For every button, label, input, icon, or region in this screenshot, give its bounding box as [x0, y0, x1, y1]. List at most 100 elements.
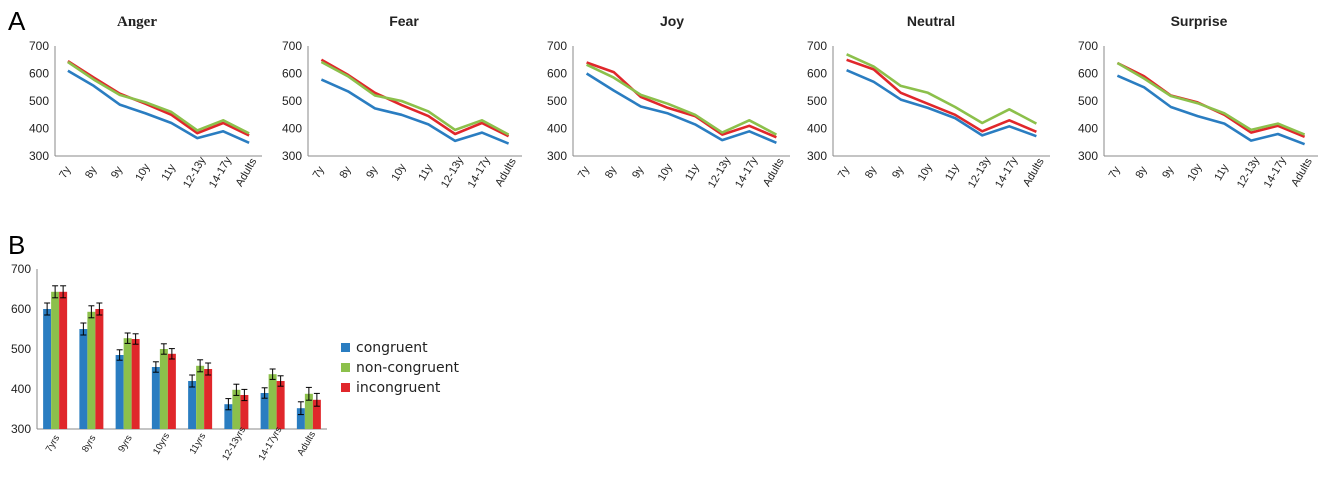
bar-congruent — [188, 381, 197, 429]
x-tick-label: 11y — [943, 162, 962, 183]
bar-non-congruent — [87, 311, 96, 429]
x-tick-label: 8y — [337, 164, 353, 180]
y-tick-label: 300 — [1078, 149, 1098, 163]
x-tick-label: 11y — [159, 162, 178, 183]
legend-swatch-congruent — [341, 343, 350, 352]
line-chart-fear: Fear 300 400 500 600 700 7y 8y 9y 10y 11y 12-13y 14-… — [282, 13, 522, 190]
x-tick-label: 9y — [364, 164, 380, 180]
bar-congruent — [115, 355, 124, 429]
x-tick-label: Adults — [493, 156, 519, 189]
y-tick-label: 700 — [11, 262, 31, 276]
series-line-incongruent — [320, 58, 510, 138]
x-tick-label: 10y — [133, 161, 153, 183]
series-line-incongruent — [586, 61, 777, 139]
x-tick-label: Adults — [761, 156, 787, 189]
y-tick-label: 500 — [807, 94, 827, 108]
legend-swatch-incongruent — [341, 383, 350, 392]
series-line-non-congruent — [846, 53, 1038, 125]
x-tick-label: 8y — [1133, 164, 1149, 180]
x-tick-label: Adults — [295, 429, 318, 458]
x-tick-label: 11yrs — [188, 431, 209, 456]
bar-incongruent — [167, 353, 176, 429]
series-line-congruent — [320, 78, 510, 145]
x-tick-label: 14-17y — [207, 155, 234, 191]
bar-incongruent — [204, 369, 213, 429]
x-tick-label: 9y — [1160, 164, 1176, 180]
panel-a-label: A — [8, 6, 26, 36]
x-tick-label: 10y — [656, 161, 676, 183]
x-tick-label: 11y — [416, 162, 435, 183]
x-tick-label: 10yrs — [151, 431, 172, 457]
chart-title: Neutral — [907, 13, 955, 29]
y-tick-label: 400 — [807, 122, 827, 136]
bar-congruent — [79, 329, 88, 429]
y-tick-label: 500 — [11, 342, 31, 356]
legend-label-incongruent: incongruent — [356, 380, 441, 396]
x-tick-label: Adults — [1289, 156, 1315, 189]
bar-non-congruent — [232, 389, 241, 429]
x-tick-label: 12-13y — [1235, 155, 1262, 191]
x-tick-label: 10y — [389, 161, 409, 183]
y-tick-label: 700 — [1078, 39, 1098, 53]
bar-congruent — [151, 367, 160, 429]
y-tick-label: 400 — [11, 382, 31, 396]
series-line-non-congruent — [67, 60, 250, 135]
panel-b-label: B — [8, 230, 25, 260]
y-tick-label: 500 — [282, 94, 302, 108]
line-chart-neutral: Neutral 300 400 500 600 700 7y 8y 9y 10y 11y 12-13y… — [807, 13, 1050, 190]
x-tick-label: 12-13y — [181, 155, 208, 191]
y-tick-label: 600 — [547, 67, 567, 81]
x-tick-label: Adults — [234, 156, 260, 189]
line-chart-surprise: Surprise 300 400 500 600 700 7y 8y 9y 10y 11y 12-13… — [1078, 13, 1318, 190]
x-tick-label: 9y — [630, 164, 646, 180]
series-line-incongruent — [1116, 61, 1306, 139]
x-tick-label: 11y — [683, 162, 702, 183]
y-tick-label: 300 — [807, 149, 827, 163]
series-line-congruent — [585, 72, 777, 144]
y-tick-label: 400 — [1078, 122, 1098, 136]
x-tick-label: 10y — [916, 161, 936, 183]
bar-non-congruent — [159, 349, 168, 429]
y-tick-label: 600 — [807, 67, 827, 81]
y-tick-label: 700 — [282, 39, 302, 53]
bar-congruent — [296, 408, 305, 429]
line-chart-anger: Anger 300 400 500 600 700 7y 8y 9y 10y 11y 12-13y14… — [29, 14, 262, 190]
bar-chart: 300 400 500 600 700 7yrs 8yrs 9yrs 10yrs 11yrs 12-… — [11, 262, 460, 463]
y-tick-label: 700 — [807, 39, 827, 53]
series-line-non-congruent — [320, 60, 510, 136]
series-line-non-congruent — [586, 63, 778, 136]
y-tick-label: 500 — [29, 94, 49, 108]
x-tick-label: 8yrs — [80, 433, 99, 454]
y-tick-label: 700 — [29, 39, 49, 53]
y-tick-label: 700 — [547, 39, 567, 53]
x-tick-label: 7y — [836, 164, 852, 180]
x-tick-label: 14-17y — [993, 155, 1020, 191]
x-tick-label: 14-17yrs — [256, 425, 284, 463]
line-chart-joy: Joy 300 400 500 600 700 7y 8y 9y 10y 11y 12-13y 14-1… — [547, 13, 790, 190]
x-tick-label: 14-17y — [1262, 155, 1289, 191]
y-tick-label: 300 — [11, 422, 31, 436]
x-tick-label: 7y — [311, 164, 327, 180]
bar-congruent — [224, 404, 233, 429]
x-tick-label: 14-17y — [733, 155, 760, 191]
series-line-congruent — [1116, 74, 1306, 146]
x-tick-label: 12-13yrs — [220, 425, 248, 463]
x-tick-label: 8y — [863, 164, 879, 180]
series-line-non-congruent — [1116, 61, 1306, 136]
bar-non-congruent — [123, 338, 132, 429]
y-tick-label: 400 — [547, 122, 567, 136]
y-tick-label: 500 — [547, 94, 567, 108]
series-line-incongruent — [846, 58, 1037, 133]
series-line-congruent — [846, 69, 1037, 138]
x-tick-label: 14-17y — [466, 155, 493, 191]
x-tick-label: 9y — [109, 164, 125, 180]
legend-swatch-non-congruent — [341, 363, 350, 372]
y-tick-label: 600 — [282, 67, 302, 81]
bar-congruent — [260, 393, 269, 429]
x-tick-label: 7y — [57, 164, 73, 180]
bar-incongruent — [59, 291, 68, 429]
bar-congruent — [43, 309, 52, 429]
x-tick-label: 9yrs — [116, 433, 135, 454]
